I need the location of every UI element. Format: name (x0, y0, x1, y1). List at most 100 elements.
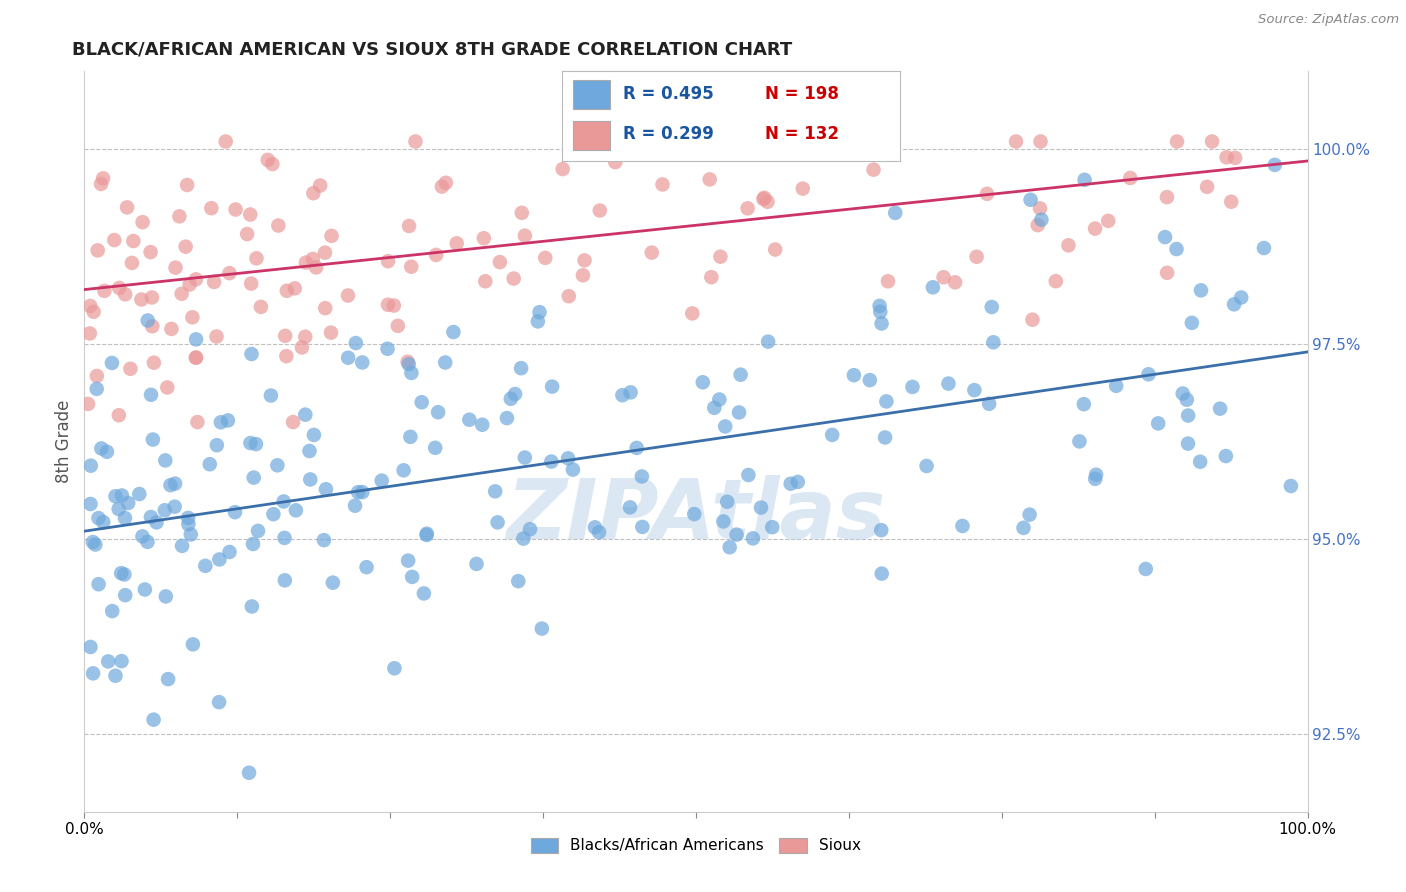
Point (208, 695, 231, 709)
Point (1084, 221, 1107, 235)
Point (870, 566, 893, 581)
Point (250, 300, 273, 314)
Point (156, 380, 179, 394)
Point (159, 478, 181, 492)
Point (1135, 562, 1157, 576)
Point (370, 474, 392, 488)
Point (104, 489, 127, 503)
Point (141, 290, 163, 304)
Point (305, 260, 328, 275)
Point (425, 441, 447, 455)
Point (298, 444, 321, 458)
Point (101, 356, 124, 370)
Point (434, 355, 457, 369)
Point (979, 397, 1001, 411)
Point (1279, 479, 1302, 493)
Point (115, 201, 138, 215)
Point (111, 488, 134, 502)
Point (869, 305, 891, 319)
Point (1005, 135, 1028, 149)
Point (1156, 190, 1178, 204)
Point (446, 236, 468, 251)
Point (779, 476, 801, 491)
Point (128, 487, 150, 501)
Point (377, 298, 399, 312)
Point (1166, 242, 1188, 256)
Point (875, 394, 897, 409)
Point (714, 419, 737, 434)
Point (859, 135, 882, 149)
Point (1177, 409, 1199, 423)
Point (631, 520, 654, 534)
Point (79, 497, 101, 511)
Point (1264, 158, 1286, 172)
Point (180, 527, 202, 541)
Point (938, 376, 960, 391)
Point (752, 192, 775, 206)
Point (1230, 290, 1253, 304)
Text: R = 0.299: R = 0.299 (623, 125, 714, 143)
Point (377, 254, 399, 268)
Point (780, 135, 803, 149)
Point (291, 341, 314, 355)
Point (1069, 434, 1091, 449)
Point (412, 586, 434, 600)
Point (337, 351, 360, 365)
Point (1253, 241, 1275, 255)
Point (238, 765, 260, 780)
Point (101, 604, 124, 618)
Point (1073, 397, 1095, 411)
Point (1045, 274, 1067, 288)
Text: N = 198: N = 198 (765, 85, 839, 103)
Point (499, 392, 522, 406)
Point (703, 401, 725, 415)
Y-axis label: 8th Grade: 8th Grade (55, 400, 73, 483)
Point (534, 251, 557, 265)
Point (104, 669, 127, 683)
Point (980, 300, 1002, 314)
Point (87, 511, 110, 525)
Point (236, 227, 259, 241)
Point (1147, 417, 1170, 431)
Point (215, 135, 238, 149)
Point (472, 231, 495, 245)
Point (399, 430, 422, 444)
Point (496, 411, 519, 425)
Point (131, 529, 153, 543)
Point (347, 485, 370, 500)
Point (274, 574, 297, 588)
Point (742, 532, 765, 546)
Point (181, 310, 204, 325)
Point (79, 640, 101, 654)
Point (551, 162, 574, 177)
Point (396, 355, 419, 369)
Point (859, 373, 882, 387)
Point (792, 181, 814, 195)
Point (589, 203, 612, 218)
Point (1084, 472, 1107, 486)
Point (756, 194, 779, 209)
Point (763, 243, 786, 257)
Point (174, 240, 197, 254)
Point (262, 157, 284, 171)
Point (136, 313, 159, 327)
Point (1220, 194, 1243, 209)
Point (352, 485, 374, 500)
Point (725, 527, 748, 541)
Point (1215, 449, 1237, 463)
Point (184, 272, 207, 286)
Point (415, 528, 437, 542)
Point (276, 349, 298, 363)
Point (131, 293, 153, 307)
Point (513, 450, 536, 465)
Point (1201, 135, 1223, 149)
Point (1019, 193, 1042, 207)
Point (142, 433, 165, 447)
Point (821, 428, 844, 442)
Point (91, 171, 114, 186)
Point (315, 482, 337, 496)
Point (131, 215, 153, 229)
Point (966, 250, 988, 264)
Point (322, 575, 344, 590)
Point (1137, 368, 1160, 382)
